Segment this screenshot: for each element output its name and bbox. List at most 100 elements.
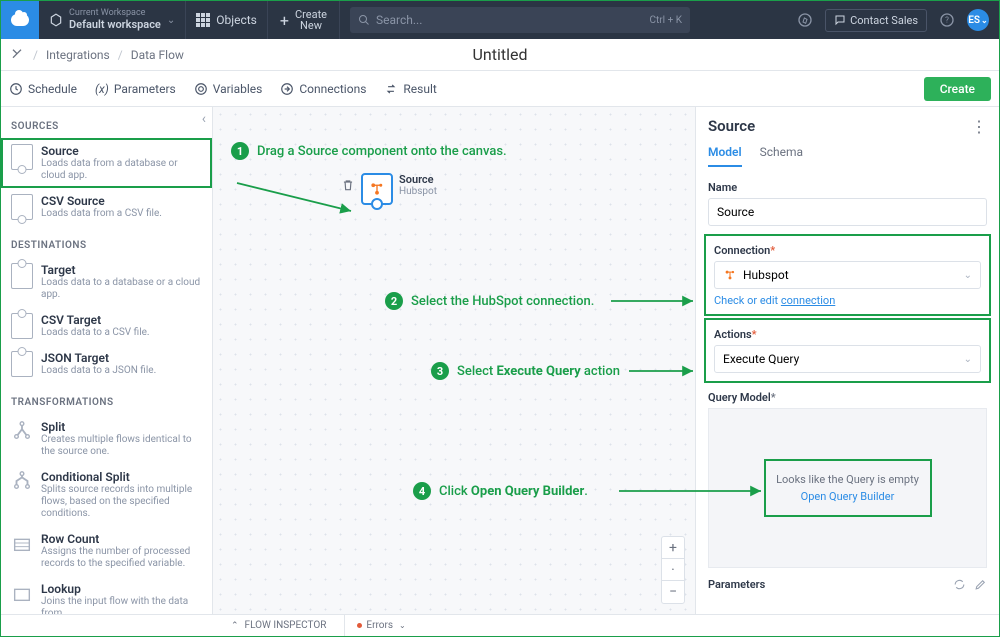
source-icon <box>11 144 33 170</box>
svg-text:?: ? <box>945 16 949 25</box>
flow-inspector-toggle[interactable]: ⌃FLOW INSPECTOR <box>213 615 345 636</box>
open-query-builder-link[interactable]: Open Query Builder <box>774 490 922 503</box>
json-target-icon <box>11 351 33 377</box>
link-icon <box>280 82 294 96</box>
row-count-icon <box>11 532 33 558</box>
dataflow-icon <box>9 47 25 63</box>
crumb-dataflow[interactable]: Data Flow <box>131 48 184 62</box>
edit-icon[interactable] <box>974 578 987 591</box>
parameters-label: Parameters <box>708 578 765 591</box>
variables-button[interactable]: Variables <box>194 82 263 96</box>
sidebar-item-lookup[interactable]: LookupJoins the input flow with the data… <box>1 576 212 614</box>
compass-icon <box>49 13 63 27</box>
search-input[interactable]: Search... Ctrl + K <box>350 7 690 33</box>
sidebar-item-conditional-split[interactable]: Conditional SplitSplits source records i… <box>1 464 212 526</box>
bottombar: ⌃FLOW INSPECTOR Errors⌄ <box>1 614 999 636</box>
lookup-icon <box>11 582 33 608</box>
hubspot-icon <box>368 180 386 198</box>
objects-button[interactable]: Objects <box>186 1 268 39</box>
query-empty-state: Looks like the Query is empty Open Query… <box>768 463 928 513</box>
schedule-button[interactable]: Schedule <box>9 82 77 96</box>
csv-target-icon <box>11 313 33 339</box>
delete-node-button[interactable] <box>341 177 355 196</box>
create-new-button[interactable]: + CreateNew <box>268 1 340 39</box>
error-dot-icon <box>357 623 362 628</box>
sidebar-item-split[interactable]: SplitCreates multiple flows identical to… <box>1 414 212 464</box>
explorer-icon[interactable] <box>795 10 815 30</box>
objects-label: Objects <box>216 13 257 27</box>
sidebar-header-destinations: DESTINATIONS <box>1 226 212 257</box>
tab-model[interactable]: Model <box>708 145 742 167</box>
sidebar-collapse[interactable]: ‹ <box>202 111 206 127</box>
target-icon <box>11 263 33 289</box>
chevron-down-icon: ⌄ <box>964 354 972 365</box>
edit-connection-link[interactable]: Check or edit connection <box>714 294 835 307</box>
app-logo[interactable] <box>1 1 39 39</box>
panel-title: Source <box>708 117 987 135</box>
sidebar: ‹ SOURCES SourceLoads data from a databa… <box>1 107 213 614</box>
page-title: Untitled <box>473 45 528 64</box>
sidebar-item-row-count[interactable]: Row CountAssigns the number of processed… <box>1 526 212 576</box>
connection-group: Connection* Hubspot ⌄ Check or edit conn… <box>708 238 987 312</box>
chevron-down-icon: ⌄ <box>167 15 175 26</box>
user-avatar[interactable]: ES⌄ <box>967 9 989 31</box>
sidebar-item-csv-target[interactable]: CSV TargetLoads data to a CSV file. <box>1 307 212 345</box>
chevron-down-icon: ⌄ <box>981 16 988 25</box>
actions-group: Actions* Execute Query⌄ <box>708 322 987 379</box>
grid-icon <box>196 13 210 27</box>
toolbar: Schedule (x)Parameters Variables Connect… <box>1 71 999 107</box>
csv-source-icon <box>11 194 33 220</box>
search-icon <box>358 14 370 26</box>
clock-icon <box>9 82 23 96</box>
callout-4: 4Click Open Query Builder. <box>413 482 588 500</box>
result-button[interactable]: Result <box>384 82 436 96</box>
workspace-picker[interactable]: Current Workspace Default workspace ⌄ <box>39 1 186 39</box>
sidebar-item-json-target[interactable]: JSON TargetLoads data to a JSON file. <box>1 345 212 383</box>
topbar: Current Workspace Default workspace ⌄ Ob… <box>1 1 999 39</box>
actions-select[interactable]: Execute Query⌄ <box>714 345 981 373</box>
callout-1: 1Drag a Source component onto the canvas… <box>231 142 507 160</box>
contact-sales-button[interactable]: Contact Sales <box>825 9 927 32</box>
swap-icon <box>384 82 398 96</box>
errors-button[interactable]: Errors⌄ <box>345 620 417 631</box>
sidebar-header-transformations: TRANSFORMATIONS <box>1 383 212 414</box>
breadcrumb-bar: / Integrations / Data Flow Untitled <box>1 39 999 71</box>
plus-icon: + <box>280 11 289 30</box>
conditional-split-icon <box>11 470 33 496</box>
trash-icon <box>341 178 355 192</box>
split-icon <box>11 420 33 446</box>
sidebar-item-target[interactable]: TargetLoads data to a database or a clou… <box>1 257 212 307</box>
sidebar-header-sources: SOURCES <box>1 107 212 138</box>
zoom-controls: + · − <box>661 536 685 604</box>
sidebar-item-source[interactable]: SourceLoads data from a database or clou… <box>1 138 212 188</box>
chevron-down-icon: ⌄ <box>964 270 972 281</box>
canvas[interactable]: SourceHubspot 1Drag a Source component o… <box>213 107 695 614</box>
search-shortcut: Ctrl + K <box>650 15 683 26</box>
parameters-button[interactable]: (x)Parameters <box>95 82 176 96</box>
tab-schema[interactable]: Schema <box>760 145 803 167</box>
cloud-icon <box>11 14 29 26</box>
properties-panel: Source ⋮ Model Schema Name Source Connec… <box>695 107 999 614</box>
search-placeholder: Search... <box>376 13 422 27</box>
connection-select[interactable]: Hubspot ⌄ <box>714 261 981 289</box>
query-model-box: Looks like the Query is empty Open Query… <box>708 408 987 568</box>
help-icon[interactable]: ? <box>937 10 957 30</box>
canvas-node-source[interactable]: SourceHubspot <box>361 173 437 205</box>
name-label: Name <box>708 181 987 194</box>
hubspot-icon <box>723 268 737 282</box>
panel-menu-button[interactable]: ⋮ <box>971 117 987 136</box>
refresh-icon[interactable] <box>953 578 966 591</box>
zoom-fit-button[interactable]: · <box>662 559 684 581</box>
create-button[interactable]: Create <box>924 77 991 101</box>
zoom-out-button[interactable]: − <box>662 581 684 603</box>
chat-icon <box>834 14 846 26</box>
connections-button[interactable]: Connections <box>280 82 366 96</box>
at-icon <box>194 82 208 96</box>
zoom-in-button[interactable]: + <box>662 537 684 559</box>
name-input[interactable]: Source <box>708 198 987 226</box>
crumb-integrations[interactable]: Integrations <box>46 48 110 62</box>
callout-3: 3Select Execute Query action <box>431 362 620 380</box>
sidebar-item-csv-source[interactable]: CSV SourceLoads data from a CSV file. <box>1 188 212 226</box>
callout-2: 2Select the HubSpot connection. <box>385 292 594 310</box>
workspace-name: Default workspace <box>69 19 161 31</box>
